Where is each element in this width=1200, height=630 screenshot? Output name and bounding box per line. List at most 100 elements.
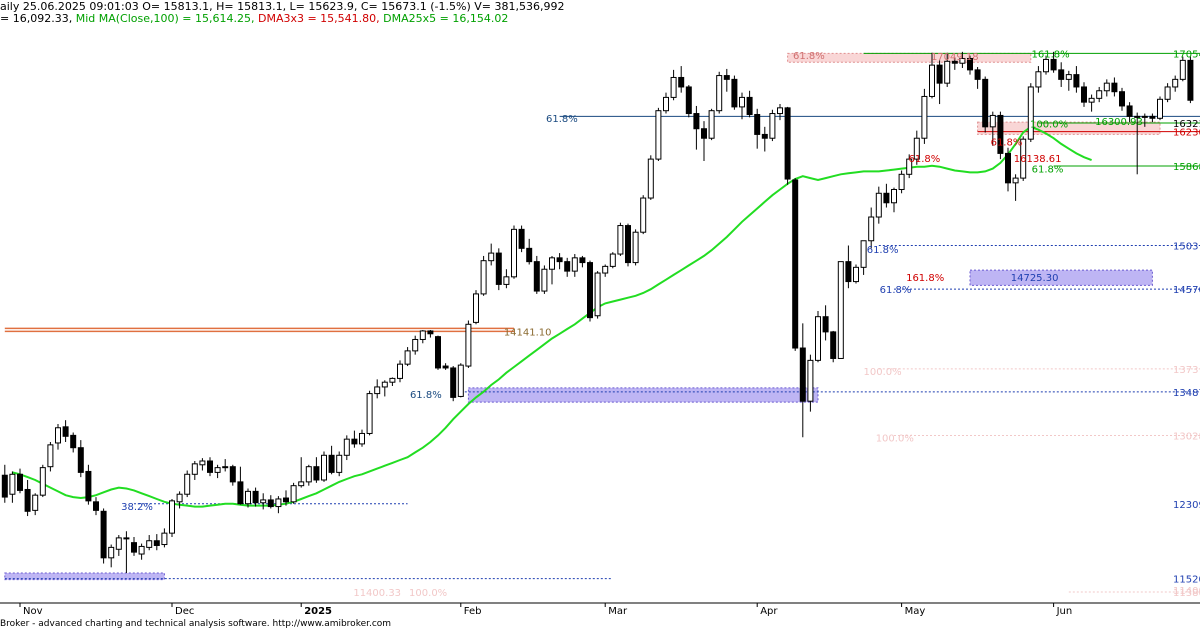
candle-body-154 [1172,78,1179,88]
candle-body-144 [1096,90,1103,99]
candle-body-67 [511,228,517,278]
candle-body-107 [815,316,821,361]
candle-body-82 [625,225,631,264]
candle-body-53 [404,350,411,365]
candle-body-133 [1012,177,1019,184]
level-annotation-11: 161.8% [906,273,944,284]
candle-body-110 [837,261,844,359]
candle-body-117 [891,188,897,204]
candle-body-13 [100,510,107,559]
level-annotation-13: 61.8% [880,285,912,296]
y-axis-label-8: 13028.57 [1173,431,1200,442]
candle-body-87 [663,96,669,112]
level-annotation-17: 100.0% [876,434,914,445]
candle-body-89 [678,76,685,88]
candle-body-16 [123,537,130,540]
candle-body-112 [853,266,859,283]
candle-body-122 [929,64,935,97]
x-tick-label-5: Apr [760,606,778,617]
candle-body-50 [381,381,388,388]
fib-zone-4 [4,572,165,581]
level-annotation-3: 161.8% [1031,50,1069,61]
indicator-value: = 16,092.33, [0,12,76,25]
x-tick-label-6: May [905,606,926,617]
y-axis-label-7: 13487.85 [1173,388,1200,399]
level-annotation-12: 14725.30 [1011,273,1059,284]
candle-body-121 [921,95,928,139]
candle-body-54 [412,338,419,352]
candle-body-71 [541,268,548,292]
candle-body-61 [465,323,472,367]
level-annotation-18: 38.2% [121,502,153,513]
level-annotation-14: 14141.10 [504,327,552,338]
candle-body-79 [602,265,609,274]
candle-body-99 [754,113,761,135]
candle-body-102 [777,107,783,115]
level-annotation-5: 16300.93 [1095,117,1143,128]
candle-body-142 [1081,86,1087,103]
candle-body-75 [571,257,578,272]
candle-body-43 [328,454,335,473]
candle-body-147 [1119,91,1125,107]
candle-body-68 [518,228,525,249]
candle-body-21 [161,532,168,546]
chart-header-ohlc: aily 25.06.2025 09:01:03 O= 15813.1, H= … [0,0,565,13]
candle-body-86 [655,110,662,160]
candle-body-140 [1065,74,1072,80]
candle-body-58 [442,365,449,369]
candle-body-138 [1050,58,1057,71]
level-annotation-8: 16138.61 [1014,154,1062,165]
candle-body-119 [906,158,913,175]
candle-body-10 [77,447,84,473]
candle-body-145 [1103,82,1110,92]
candle-body-90 [685,86,692,115]
y-axis-label-4: 1503 [1173,241,1198,252]
level-annotation-10: 61.8% [867,245,899,256]
candle-body-111 [845,261,852,283]
candle-body-55 [419,330,426,340]
chart-header-indicators: = 16,092.33, Mid MA(Close,100) = 15,614.… [0,13,508,25]
candle-body-22 [169,500,175,534]
candle-body-141 [1073,74,1080,88]
candle-body-65 [495,252,502,285]
candle-body-123 [936,64,943,84]
candle-body-101 [769,113,776,139]
candle-body-59 [450,367,457,398]
candle-body-2 [17,473,23,491]
candle-body-34 [260,499,267,504]
candle-body-37 [283,497,289,503]
candle-body-109 [830,331,837,359]
candle-body-27 [207,460,213,473]
candle-body-70 [533,261,540,292]
candle-body-69 [526,247,533,263]
level-annotation-20: 100.0% [409,588,447,599]
level-annotation-2: 17049.18 [931,52,979,63]
candle-body-38 [290,485,297,503]
x-tick-label-1: Dec [175,606,194,617]
candle-body-7 [55,427,61,444]
candle-body-100 [761,133,768,139]
candle-body-83 [632,231,639,264]
candle-body-4 [32,494,39,511]
candle-body-12 [93,501,99,511]
candle-body-36 [275,498,282,508]
candle-body-3 [24,488,31,512]
candle-body-108 [822,316,829,333]
candle-body-115 [875,192,882,218]
candle-body-72 [549,257,555,270]
candle-body-15 [115,537,122,550]
x-tick-label-7: Jun [1056,606,1073,617]
candle-body-81 [617,225,624,255]
candle-body-96 [731,78,738,108]
candle-body-124 [944,60,951,84]
candle-body-35 [267,499,274,508]
y-axis-label-11: 11380.57 [1173,588,1200,599]
candle-body-28 [214,467,221,473]
candle-body-26 [199,460,206,466]
candle-body-95 [723,75,730,80]
y-axis-label-6: 1373 [1173,365,1198,376]
candle-body-148 [1126,105,1133,117]
level-annotation-1: 61.8% [793,51,825,62]
